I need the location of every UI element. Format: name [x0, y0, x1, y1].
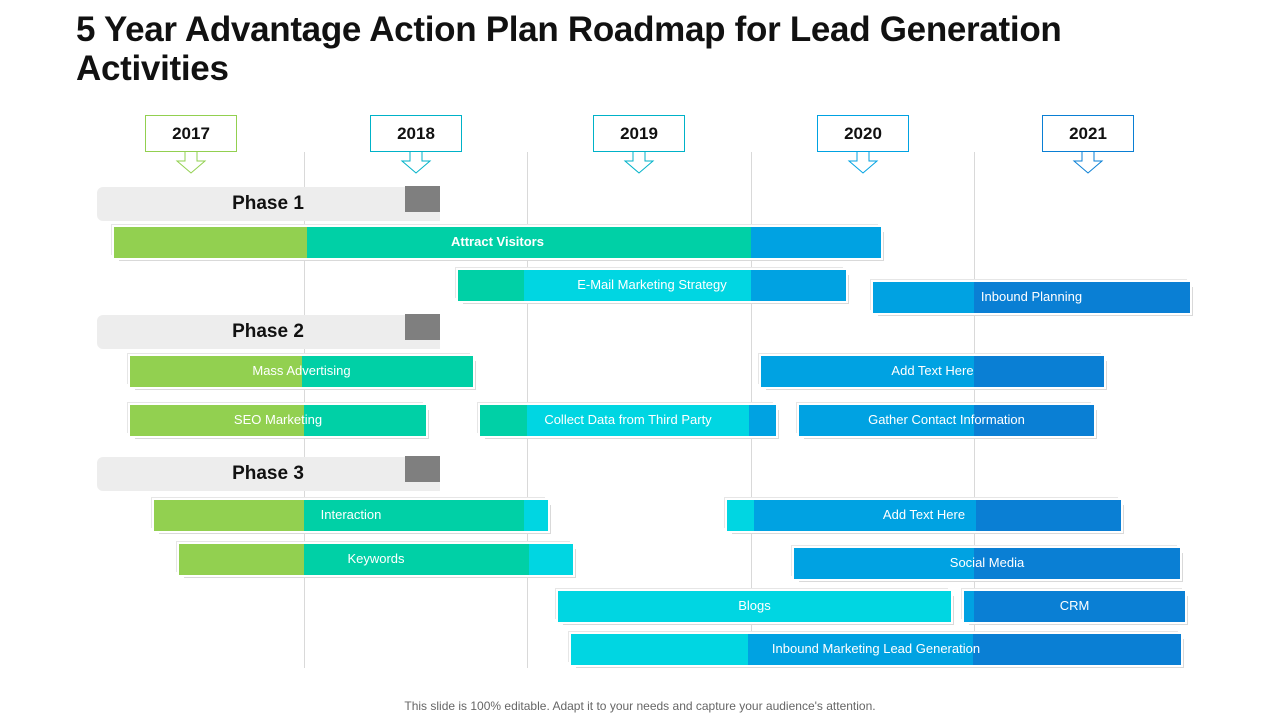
task-bar-segment [751, 270, 846, 301]
task-bar-attract-visitors: Attract Visitors [114, 227, 881, 258]
task-bar-segment [749, 405, 776, 436]
task-bar-segment [976, 500, 1121, 531]
task-bar-segment [748, 634, 973, 665]
task-label: E-Mail Marketing Strategy [577, 277, 727, 292]
year-marker-2019: 2019 [593, 115, 685, 152]
task-label: Gather Contact Information [868, 412, 1025, 427]
task-bar-inbound-planning: Inbound Planning [873, 282, 1190, 313]
task-bar-segment [302, 356, 473, 387]
task-bar-segment [307, 227, 751, 258]
task-bar-segment [751, 227, 881, 258]
task-label: SEO Marketing [233, 412, 323, 427]
task-bar-interaction: Interaction [154, 500, 548, 531]
task-bar-segment [304, 405, 426, 436]
task-bar-gather-contact-information: Gather Contact Information [799, 405, 1094, 436]
task-bar-segment [974, 356, 1104, 387]
phase-band [97, 457, 440, 491]
task-bar-segment [799, 405, 974, 436]
task-bar-segment [130, 405, 304, 436]
phase-label-1: Phase 1 [232, 193, 304, 214]
task-bar-social-media: Social Media [794, 548, 1180, 579]
task-bar-segment [571, 634, 748, 665]
task-bar-keywords: Keywords [179, 544, 573, 575]
year-pointer-icon [400, 152, 432, 174]
phase-tab [405, 186, 440, 212]
task-bar-seo-marketing: SEO Marketing [130, 405, 426, 436]
task-bar-segment [761, 356, 974, 387]
year-marker-2017: 2017 [145, 115, 237, 152]
year-marker-2021: 2021 [1042, 115, 1134, 152]
year-pointer-icon [847, 152, 879, 174]
task-bar-segment [304, 544, 529, 575]
task-label: Inbound Planning [980, 289, 1083, 304]
page-title: 5 Year Advantage Action Plan Roadmap for… [76, 10, 1062, 88]
task-bar-segment [154, 500, 304, 531]
task-bar-segment [794, 548, 974, 579]
phase-band [97, 187, 440, 221]
phase-label-3: Phase 3 [232, 463, 304, 484]
task-label: Collect Data from Third Party [544, 412, 712, 427]
year-marker-2018: 2018 [370, 115, 462, 152]
task-bar-segment [974, 282, 1190, 313]
task-bar-segment [304, 500, 524, 531]
task-bar-segment [873, 282, 974, 313]
year-pointer-icon [175, 152, 207, 174]
phase-tab [405, 314, 440, 340]
task-bar-segment [130, 356, 302, 387]
task-label: Social Media [949, 555, 1025, 570]
task-bar-segment [179, 544, 304, 575]
phase-label-2: Phase 2 [232, 321, 304, 342]
task-bar-segment [974, 548, 1180, 579]
task-bar-e-mail-marketing-strategy: E-Mail Marketing Strategy [458, 270, 846, 301]
task-bar-segment [727, 500, 754, 531]
task-bar-segment [964, 591, 974, 622]
task-label: Add Text Here [891, 363, 974, 378]
task-bar-segment [114, 227, 307, 258]
year-marker-2020: 2020 [817, 115, 909, 152]
task-label: Interaction [320, 507, 382, 522]
task-label: Inbound Marketing Lead Generation [771, 641, 981, 656]
year-pointer-icon [623, 152, 655, 174]
task-bar-segment [480, 405, 527, 436]
task-bar-segment [524, 270, 751, 301]
task-bar-blogs: Blogs [558, 591, 951, 622]
year-pointer-icon [1072, 152, 1104, 174]
task-label: Add Text Here [882, 507, 966, 522]
task-label: Blogs [738, 598, 771, 613]
task-bar-segment [558, 591, 951, 622]
task-bar-segment [974, 405, 1094, 436]
task-label: CRM [1059, 598, 1090, 613]
task-bar-segment [529, 544, 573, 575]
task-bar-segment [524, 500, 548, 531]
task-bar-segment [527, 405, 749, 436]
task-bar-segment [973, 634, 1181, 665]
task-bar-mass-advertising: Mass Advertising [130, 356, 473, 387]
task-bar-collect-data-from-third-party: Collect Data from Third Party [480, 405, 776, 436]
footer-note: This slide is 100% editable. Adapt it to… [404, 699, 876, 713]
task-label: Mass Advertising [252, 363, 351, 378]
task-bar-segment [458, 270, 524, 301]
phase-tab [405, 456, 440, 482]
task-label: Keywords [347, 551, 405, 566]
task-bar-segment [974, 591, 1185, 622]
task-bar-crm: CRM [964, 591, 1185, 622]
phase-band [97, 315, 440, 349]
task-bar-add-text-here: Add Text Here [761, 356, 1104, 387]
task-label: Attract Visitors [451, 234, 544, 249]
task-bar-inbound-marketing-lead-generation: Inbound Marketing Lead Generation [571, 634, 1181, 665]
task-bar-segment [754, 500, 976, 531]
task-bar-add-text-here: Add Text Here [727, 500, 1121, 531]
